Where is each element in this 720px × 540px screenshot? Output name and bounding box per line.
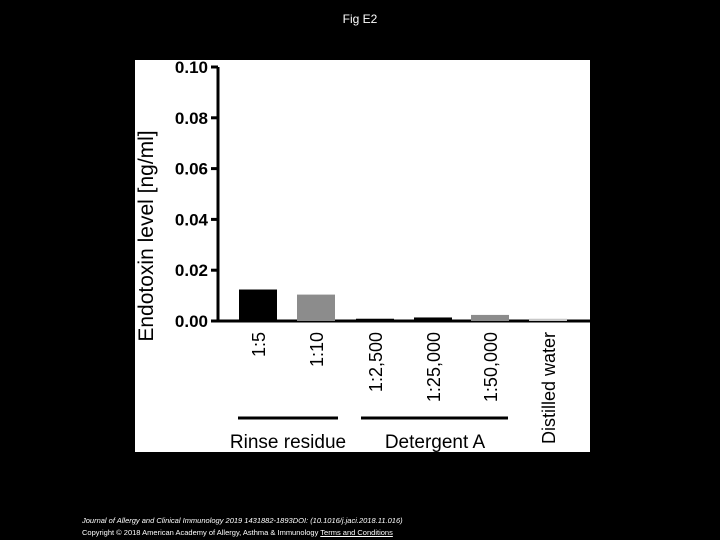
group-label: Detergent A <box>385 432 486 452</box>
bar <box>414 317 452 321</box>
x-tick-label: 1:2,500 <box>366 332 386 392</box>
terms-link[interactable]: Terms and Conditions <box>320 528 393 537</box>
y-tick-label: 0.08 <box>175 109 208 128</box>
chart: Endotoxin level [ng/ml] 0.00 0.02 0.04 0.06… <box>135 60 590 452</box>
slide-title: Fig E2 <box>342 12 378 26</box>
chart-background <box>135 60 590 452</box>
y-tick-label: 0.02 <box>175 261 208 280</box>
bar <box>297 294 335 321</box>
bar <box>529 318 567 321</box>
bar <box>471 314 509 321</box>
y-tick-label: 0.00 <box>175 312 208 331</box>
copyright-line: Copyright © 2018 American Academy of All… <box>82 528 393 537</box>
x-tick-label: 1:25,000 <box>424 332 444 402</box>
copyright: Copyright © 2018 American Academy of All… <box>82 528 319 537</box>
y-tick-label: 0.04 <box>175 210 209 229</box>
y-axis-label: Endotoxin level [ng/ml] <box>135 130 158 341</box>
y-tick-label: 0.06 <box>175 160 208 179</box>
bar <box>239 289 277 321</box>
x-tick-label: 1:50,000 <box>481 332 501 402</box>
x-tick-label: Distilled water <box>539 332 559 444</box>
group-label: Rinse residue <box>230 432 346 452</box>
x-tick-label: 1:5 <box>249 332 269 357</box>
bar <box>356 318 394 321</box>
x-tick-label: 1:10 <box>307 332 327 367</box>
citation: Journal of Allergy and Clinical Immunolo… <box>82 516 403 525</box>
y-tick-label: 0.10 <box>175 60 208 77</box>
